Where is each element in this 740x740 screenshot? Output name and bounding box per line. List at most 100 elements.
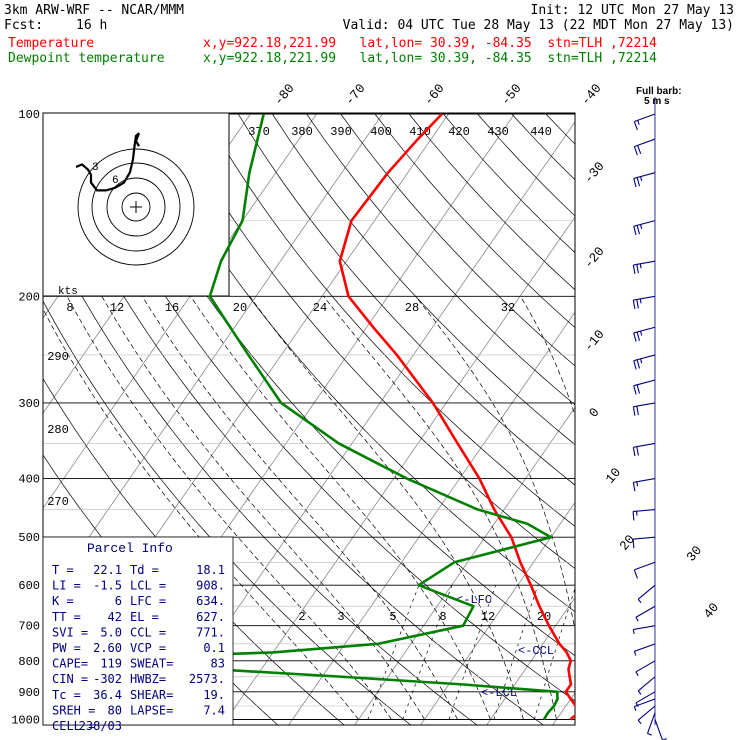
parcel-row-label: SWEAT=	[130, 657, 173, 671]
wind-barb-flag	[637, 120, 640, 125]
parcel-row-label: TT =	[52, 610, 81, 624]
wind-barb-staff	[635, 605, 656, 618]
wind-barb-flag	[633, 706, 637, 711]
wind-barb-flag	[633, 360, 637, 370]
parcel-row-value: 771.	[196, 625, 225, 639]
wind-barb-staff	[637, 705, 656, 721]
wind-barb-flag	[647, 732, 652, 736]
temperature-tick-label: -30	[581, 159, 608, 187]
wind-barb	[633, 113, 656, 131]
wind-barb	[635, 660, 656, 676]
wind-barb-flag	[633, 569, 638, 579]
temperature-tick-label: -50	[498, 81, 525, 109]
wind-barb	[632, 260, 656, 274]
mixing-ratio-line	[493, 585, 539, 720]
wind-barb-flag	[632, 406, 636, 416]
wind-barb-flag	[640, 330, 643, 336]
parcel-row-label: LAPSE=	[130, 703, 173, 717]
pressure-tick-label: 200	[18, 290, 40, 304]
mixing-ratio-line	[448, 585, 497, 720]
wind-barb-flag	[639, 263, 642, 269]
parcel-row-value: 80	[108, 703, 122, 717]
wind-barb	[637, 676, 656, 695]
temperature-tick-label: 0	[586, 405, 603, 421]
theta-label: 440	[530, 125, 552, 139]
theta-label: 390	[330, 125, 352, 139]
wind-barb-staff	[633, 379, 656, 387]
wind-barb-flag	[637, 145, 642, 155]
temperature-tick-label: -40	[578, 81, 605, 109]
hodograph-speed-label: 12	[110, 301, 124, 315]
hodograph-ring	[106, 177, 166, 237]
moist-adiabat-line	[689, 296, 695, 719]
wind-barb-flag	[632, 264, 636, 274]
temperature-tick-label: -60	[421, 81, 448, 109]
mixing-ratio-label: 2	[298, 610, 305, 624]
wind-barb-staff	[633, 260, 656, 266]
wind-barb-staff	[635, 660, 656, 673]
parcel-row-value: 83	[211, 657, 225, 671]
parcel-row-value: 119	[100, 657, 122, 671]
parcel-row-label: K =	[52, 594, 74, 608]
wind-barb-staff	[637, 584, 656, 600]
hodograph-ring	[91, 162, 181, 252]
parcel-row-value: 42	[108, 610, 122, 624]
pressure-tick-label: 500	[18, 531, 40, 545]
dry-adiabat-line	[340, 113, 575, 367]
temperature-tick-label: 20	[617, 532, 639, 554]
temperature-tick-label: -20	[581, 244, 608, 272]
wind-barb	[633, 326, 656, 342]
dry-adiabat-line	[169, 113, 575, 570]
wind-barb-staff	[633, 326, 656, 334]
hodograph-speed-label: 28	[405, 301, 419, 315]
wind-barb	[632, 478, 656, 492]
parcel-row-value: 0.1	[203, 641, 225, 655]
wind-note-line2: 5 m s	[644, 96, 670, 107]
wind-barb-flag	[632, 299, 636, 310]
wind-barb	[633, 354, 656, 370]
dry-adiabat-line	[237, 113, 575, 486]
lcl-marker: <-LCL	[481, 686, 517, 700]
parcel-row-value: 19.	[203, 688, 225, 702]
parcel-row-label: LFC =	[130, 594, 166, 608]
wind-barb-flag	[632, 447, 636, 457]
wind-barb	[632, 625, 656, 635]
theta-label: 420	[448, 125, 470, 139]
pressure-tick-label: 900	[18, 686, 40, 700]
wind-barb-flag	[636, 264, 639, 274]
parcel-row-value: 908.	[196, 579, 225, 593]
dry-adiabat-line	[443, 113, 575, 254]
wind-barb-flag	[633, 385, 637, 395]
dewpoint-legend-info: x,y=922.18,221.99 lat,lon= 30.39, -84.35…	[203, 51, 657, 66]
wind-barb-flag	[636, 225, 641, 235]
wind-note: Full barb:5 m s	[636, 86, 682, 107]
wind-barb-flag	[636, 299, 639, 309]
parcel-row-value: -1.5	[93, 579, 122, 593]
pressure-tick-label: 100	[18, 108, 40, 122]
hodograph-unit-label: kts	[58, 286, 78, 298]
parcel-row-label: VCP =	[130, 641, 166, 655]
pressure-tick-label: 1000	[11, 714, 40, 728]
wind-barb	[635, 691, 656, 707]
wind-barb	[632, 508, 656, 521]
parcel-row-label: SVI =	[52, 625, 88, 639]
theta-label: 400	[370, 125, 392, 139]
temperature-profile	[338, 113, 575, 721]
dry-adiabat-line	[66, 113, 575, 702]
mixing-ratio-label: 12	[481, 610, 495, 624]
dry-adiabat-line	[43, 220, 478, 725]
wind-barb-flag	[640, 176, 643, 182]
wind-barb-flag	[637, 598, 642, 604]
parcel-row-value: 2573.	[189, 672, 225, 686]
dry-adiabat-line	[43, 137, 544, 725]
wind-barb-staff	[633, 220, 656, 227]
mixing-ratio-label: 5	[389, 610, 396, 624]
isotherm-line	[354, 406, 575, 725]
wind-barb	[646, 712, 656, 736]
mixing-ratio-line	[367, 585, 420, 720]
wind-barb-flag	[636, 331, 641, 341]
parcel-row-label: CELL =	[52, 719, 95, 733]
pressure-tick-label: 700	[18, 620, 40, 634]
parcel-row-label: CAPE=	[52, 657, 88, 671]
temperature-tick-label: -10	[581, 327, 608, 355]
